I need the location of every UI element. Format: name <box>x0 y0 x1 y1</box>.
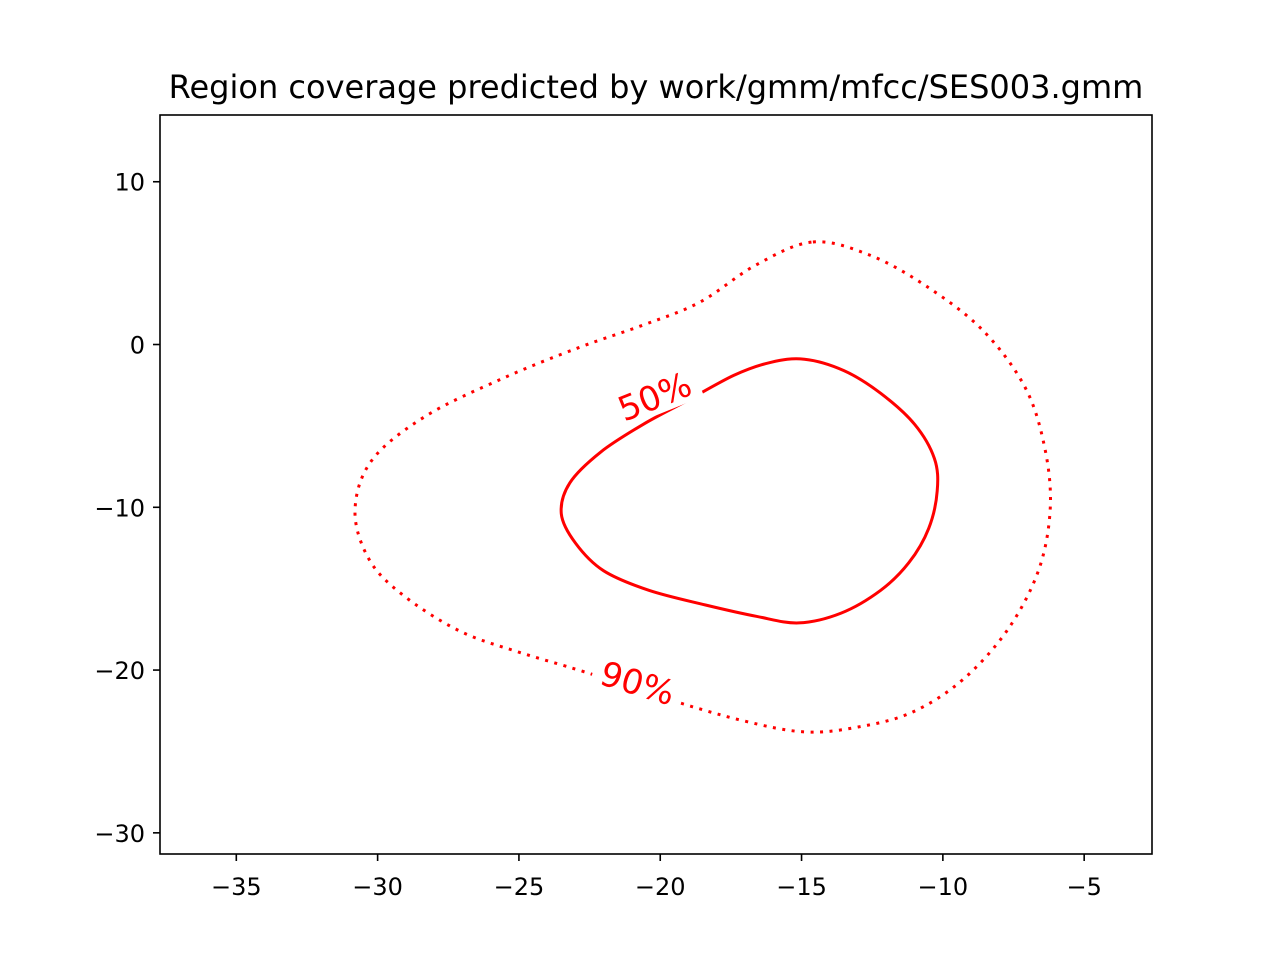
x-tick-label: −5 <box>1066 873 1101 901</box>
y-axis: 10 0 −10 −20 −30 <box>94 169 160 848</box>
x-tick-label: −30 <box>352 873 403 901</box>
y-tick-label: −10 <box>94 494 145 522</box>
x-tick-label: −35 <box>211 873 262 901</box>
x-tick-label: −25 <box>494 873 545 901</box>
x-axis: −35 −30 −25 −20 −15 −10 −5 <box>211 854 1102 901</box>
chart-title: Region coverage predicted by work/gmm/mf… <box>169 68 1144 106</box>
y-tick-label: −30 <box>94 820 145 848</box>
x-tick-label: −10 <box>918 873 969 901</box>
y-tick-label: −20 <box>94 657 145 685</box>
contour-50-line <box>559 357 940 625</box>
contour-label-backing <box>603 358 704 431</box>
axes-frame <box>159 114 1153 855</box>
contour-label-backing <box>588 648 689 714</box>
x-tick-label: −15 <box>776 873 827 901</box>
x-tick-label: −20 <box>635 873 686 901</box>
y-tick-label: 10 <box>114 169 145 197</box>
y-tick-label: 0 <box>130 332 145 360</box>
